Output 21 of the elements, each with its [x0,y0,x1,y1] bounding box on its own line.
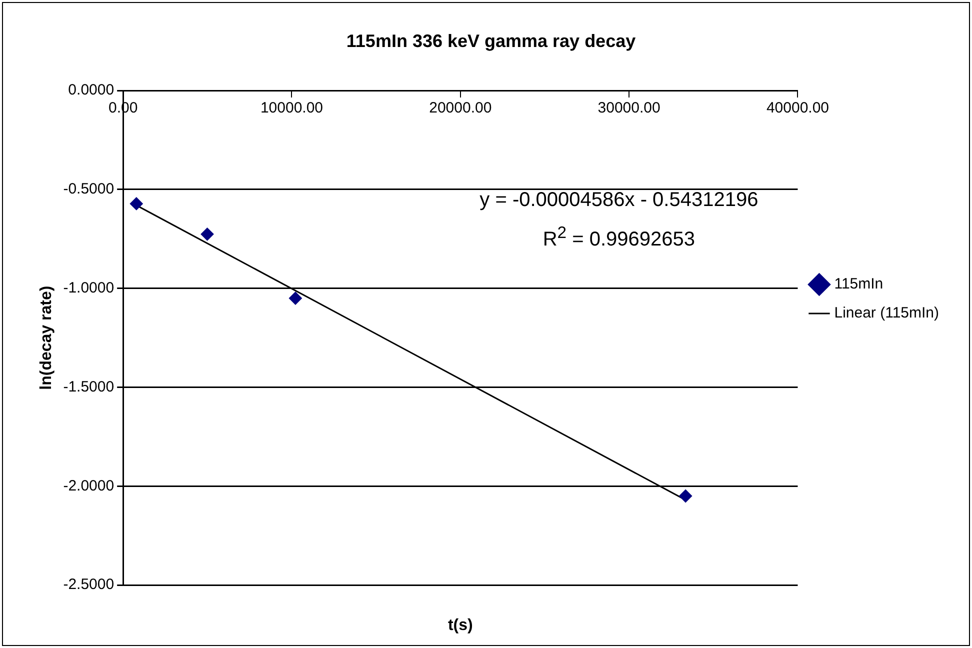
x-tick-label: 10000.00 [260,100,324,117]
x-tick-label: 20000.00 [429,100,492,117]
legend-label: 115mIn [834,276,884,293]
x-axis-title: t(s) [448,617,473,634]
y-tick-label: -1.5000 [63,378,114,396]
annotation: R$^{2}$ = 0.99692653 [542,223,696,252]
y-tick-label: -2.0000 [63,477,114,494]
point [288,292,302,305]
point [200,228,214,241]
chart-title: 115mIn 336 keV gamma ray decay [346,30,636,51]
y-tick-label: 0.0000 [68,82,114,99]
y-tick-label: -0.5000 [63,180,114,198]
y-tick-label: -1.0000 [63,280,114,296]
legend-label: Linear (115mIn) [834,304,940,322]
point [130,197,143,210]
point [679,490,692,503]
x-tick-label: 30000.00 [598,100,660,117]
x-tick-label: 40000.00 [766,100,830,117]
annotation: y = -0.00004586x - 0.54312196 [480,189,758,212]
y-axis-title: ln(decay rate) [38,286,56,390]
y-tick-label: -2.5000 [63,576,114,594]
